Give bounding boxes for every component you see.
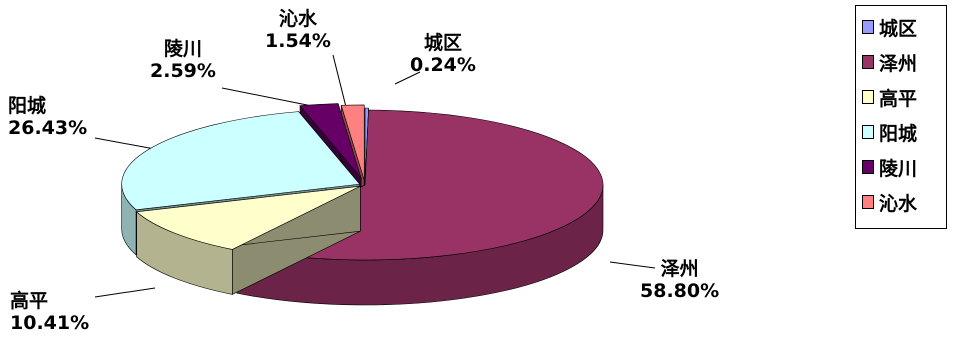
pie-slice-top (340, 104, 365, 181)
legend-swatch (862, 90, 874, 104)
data-label-name: 沁水 (278, 8, 317, 30)
legend-label: 城区 (879, 17, 918, 40)
data-label-value: 2.59% (150, 60, 216, 82)
legend-item-lingchuan: 陵川 (862, 152, 917, 182)
data-label-gaoping: 高平 10.41% (10, 290, 89, 334)
legend-label: 陵川 (879, 157, 918, 180)
data-label-zezhou: 泽州 58.80% (640, 258, 719, 302)
data-label-name: 陵川 (163, 38, 202, 60)
leader-line (94, 137, 161, 151)
legend-label: 沁水 (879, 192, 918, 215)
legend-item-gaoping: 高平 (862, 82, 917, 112)
data-label-value: 26.43% (8, 117, 88, 139)
leader-line (94, 287, 156, 298)
leader-line (394, 71, 421, 85)
legend-swatch (862, 160, 874, 174)
data-label-yangcheng: 阳城 26.43% (8, 95, 87, 139)
pie-slice-top (121, 111, 361, 211)
legend-item-chengqu: 城区 (862, 12, 917, 42)
legend-label: 高平 (879, 87, 918, 110)
legend-swatch (862, 195, 874, 209)
data-label-name: 阳城 (8, 95, 47, 117)
data-label-name: 城区 (423, 32, 462, 54)
legend: 城区 泽州 高平 阳城 陵川 沁水 (855, 5, 947, 229)
data-label-qinshui: 沁水 1.54% (265, 8, 331, 52)
leader-line (609, 261, 656, 269)
legend-swatch (862, 125, 874, 139)
legend-item-qinshui: 沁水 (862, 187, 917, 217)
pie-slices (121, 103, 604, 306)
data-label-name: 泽州 (660, 258, 699, 280)
leader-lines (94, 54, 656, 298)
legend-swatch (862, 55, 874, 69)
legend-item-yangcheng: 阳城 (862, 117, 917, 147)
legend-label: 阳城 (879, 122, 918, 145)
legend-swatch (862, 20, 874, 34)
legend-item-zezhou: 泽州 (862, 47, 917, 77)
data-label-value: 1.54% (265, 30, 331, 52)
data-label-lingchuan: 陵川 2.59% (150, 38, 216, 82)
pie-slice-top (299, 103, 362, 179)
data-label-name: 高平 (10, 290, 49, 312)
leader-line (221, 87, 313, 107)
pie-slice (135, 185, 361, 295)
legend-label: 泽州 (879, 52, 918, 75)
data-label-value: 0.24% (410, 54, 476, 76)
data-label-value: 10.41% (10, 312, 90, 334)
pie-slice-top (135, 185, 361, 250)
data-label-chengqu: 城区 0.24% (410, 32, 476, 76)
data-label-value: 58.80% (640, 280, 720, 302)
